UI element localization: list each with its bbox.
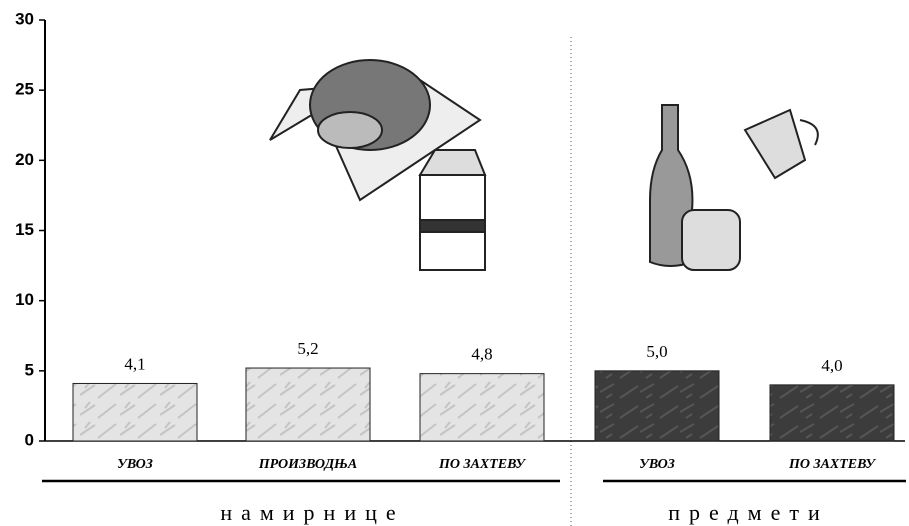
- y-tick-label: 25: [15, 80, 34, 99]
- value-label: 5,0: [646, 342, 667, 361]
- x-tick-label: ПО ЗАХТЕВУ: [438, 457, 527, 472]
- value-label: 5,2: [297, 339, 318, 358]
- y-tick-label: 20: [15, 150, 34, 169]
- x-tick-label: УВОЗ: [117, 457, 153, 472]
- bar: [419, 373, 545, 442]
- illustration: [269, 59, 819, 271]
- x-tick-label: ПРОИЗВОДЊА: [258, 457, 357, 472]
- bar: [594, 370, 720, 442]
- x-tick-label: ПО ЗАХТЕВУ: [788, 457, 877, 472]
- bar: [72, 382, 198, 442]
- y-tick-label: 5: [25, 360, 34, 379]
- bar: [769, 384, 895, 442]
- y-tick-label: 15: [15, 220, 34, 239]
- bar: [245, 367, 371, 442]
- value-label: 4,1: [124, 354, 145, 373]
- group-label: предмети: [668, 500, 829, 525]
- y-tick-label: 30: [15, 9, 34, 28]
- value-label: 4,8: [471, 345, 492, 364]
- y-tick-label: 10: [15, 290, 34, 309]
- x-tick-label: УВОЗ: [639, 457, 675, 472]
- group-label: намирнице: [220, 500, 404, 525]
- y-tick-label: 0: [25, 430, 34, 449]
- value-label: 4,0: [821, 356, 842, 375]
